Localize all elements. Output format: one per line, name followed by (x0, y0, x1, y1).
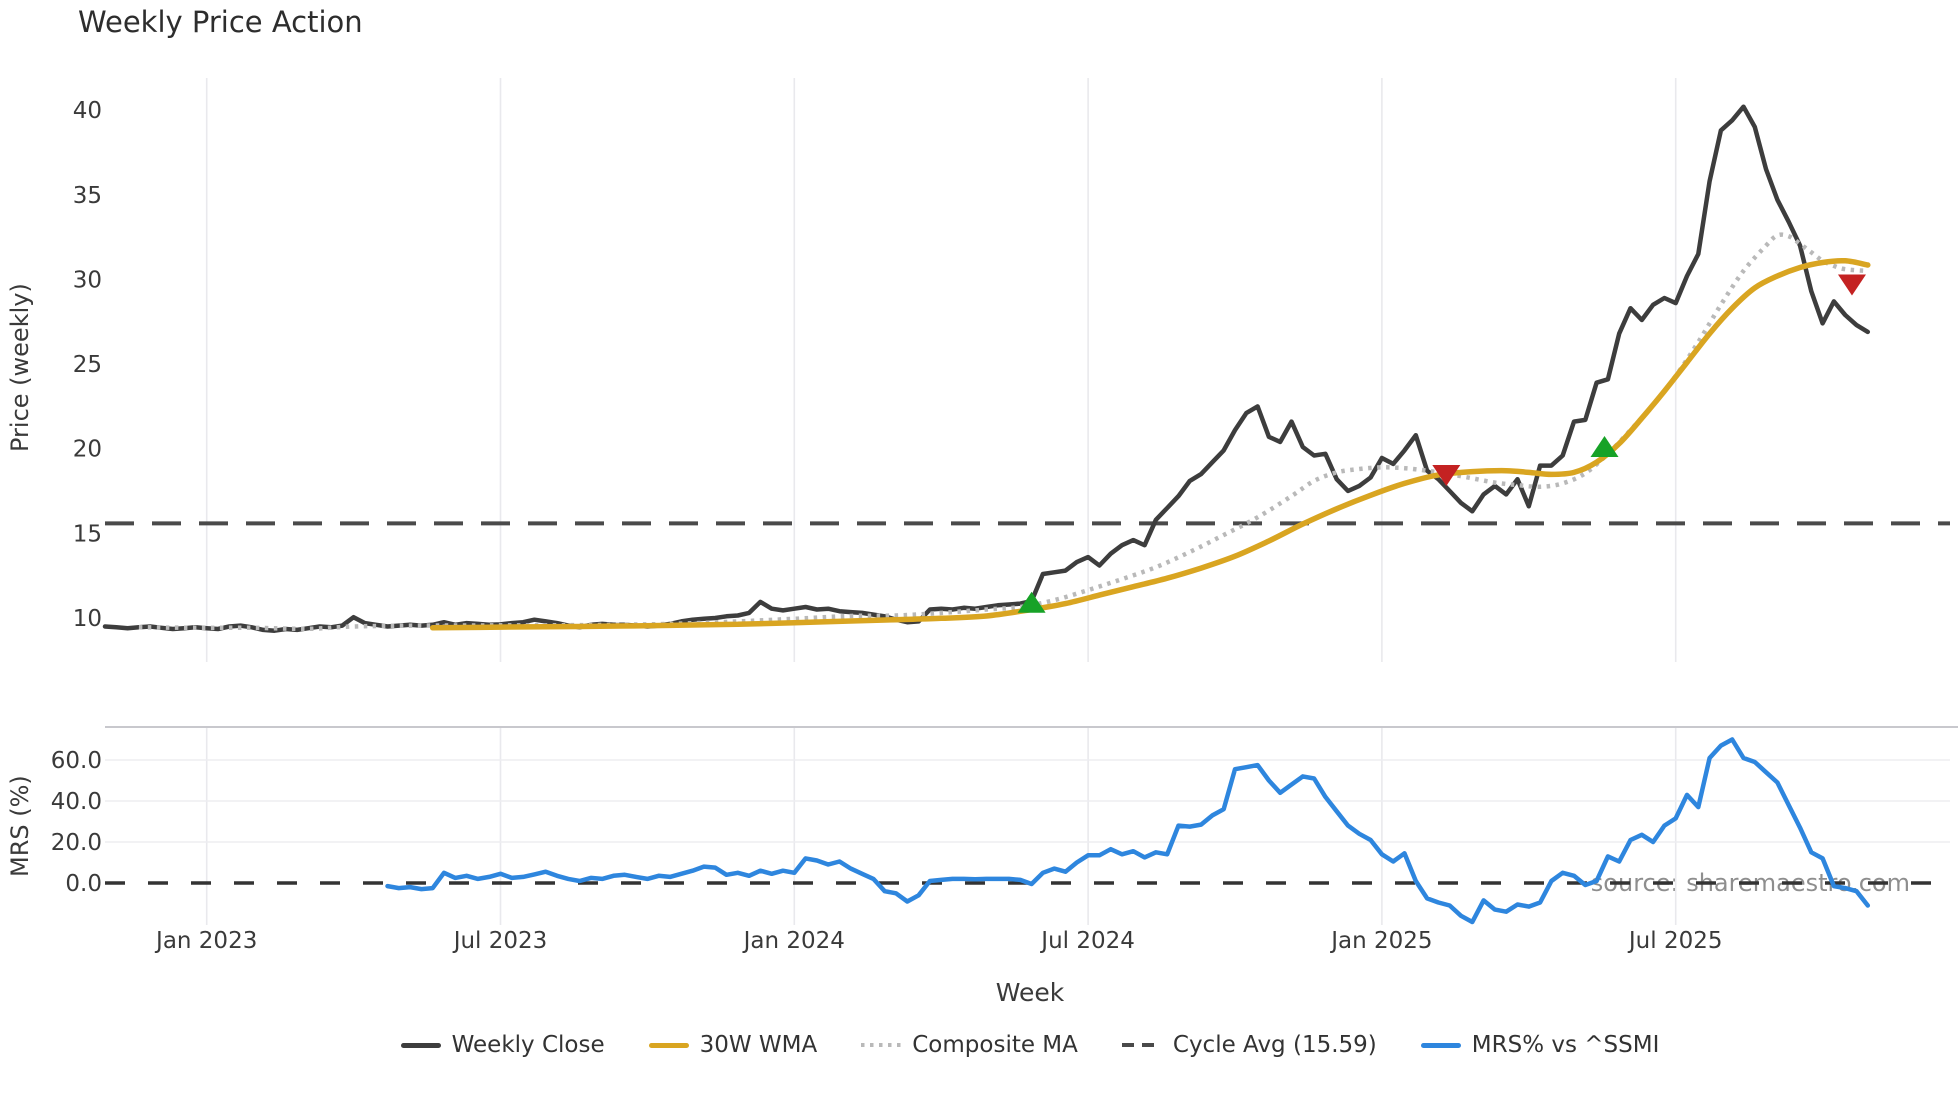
price-y-axis-label: Price (weekly) (6, 283, 34, 453)
x-tick-label: Jan 2024 (742, 928, 845, 954)
mrs-y-tick-label: 0.0 (65, 871, 102, 897)
x-axis-label: Week (995, 978, 1065, 1007)
buy-signal-marker (1590, 436, 1619, 458)
price-y-tick-label: 20 (73, 437, 102, 463)
mrs-y-tick-label: 60.0 (51, 748, 102, 774)
sell-signal-marker (1432, 464, 1461, 486)
price-y-tick-label: 25 (73, 352, 102, 378)
legend-swatch-solid (648, 1042, 689, 1048)
x-tick-label: Jul 2025 (1627, 928, 1723, 954)
mrs-y-tick-label: 40.0 (51, 789, 102, 815)
x-tick-label: Jan 2023 (154, 928, 257, 954)
price-y-tick-label: 30 (73, 267, 102, 293)
x-tick-label: Jul 2024 (1039, 928, 1135, 954)
legend-swatch-dotted (861, 1043, 902, 1047)
series-composite-ma (138, 232, 1868, 632)
legend-item: Weekly Close (400, 1032, 605, 1058)
legend-label: 30W WMA (699, 1032, 818, 1058)
price-y-tick-label: 10 (73, 606, 102, 632)
price-y-tick-label: 40 (73, 98, 102, 124)
legend-item: 30W WMA (648, 1032, 818, 1058)
legend-label: Weekly Close (451, 1032, 605, 1058)
x-tick-label: Jan 2025 (1329, 928, 1432, 954)
mrs-y-axis-label: MRS (%) (6, 775, 34, 877)
price-y-tick-label: 15 (73, 521, 102, 547)
legend-swatch-solid (1420, 1042, 1461, 1048)
price-y-tick-label: 35 (73, 183, 102, 209)
series-weekly-close (102, 104, 1871, 633)
legend-swatch-dashed (1121, 1043, 1162, 1047)
series-mrs (385, 737, 1871, 925)
legend: Weekly Close 30W WMA Composite MA Cycle Avg… (110, 1032, 1950, 1058)
legend-swatch-solid (400, 1042, 441, 1048)
legend-item: Cycle Avg (15.59) (1121, 1032, 1377, 1058)
legend-label: Cycle Avg (15.59) (1172, 1032, 1377, 1058)
legend-item: Composite MA (861, 1032, 1078, 1058)
x-tick-label: Jul 2023 (452, 928, 548, 954)
mrs-y-tick-label: 20.0 (51, 830, 102, 856)
legend-item: MRS% vs ^SSMI (1420, 1032, 1660, 1058)
legend-label: MRS% vs ^SSMI (1471, 1032, 1660, 1058)
buy-signal-marker (1017, 591, 1046, 613)
legend-label: Composite MA (912, 1032, 1078, 1058)
series-30w-wma (429, 257, 1871, 631)
sell-signal-marker (1837, 274, 1866, 296)
chart-title: Weekly Price Action (78, 5, 363, 39)
